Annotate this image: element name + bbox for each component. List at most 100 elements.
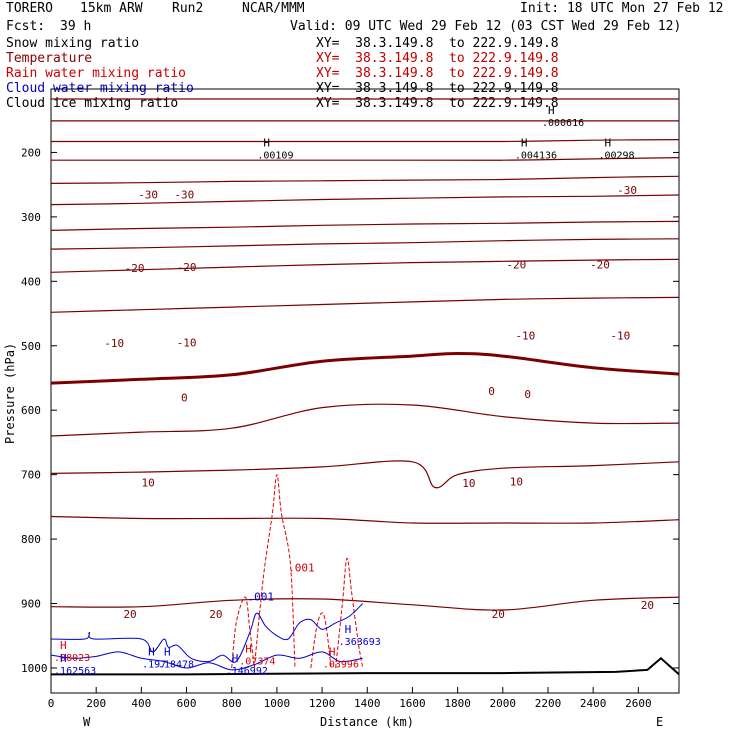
y-tick-label: 500 <box>21 340 41 353</box>
header-model: TORERO <box>6 1 53 16</box>
isotherm-label: -30 <box>617 184 637 197</box>
max-marker: H <box>345 623 352 636</box>
max-marker: H <box>329 646 336 659</box>
max-value: .03996 <box>323 660 359 671</box>
x-tick-label: 2400 <box>580 697 607 710</box>
isotherm-label: -10 <box>515 329 535 342</box>
isotherm-line <box>50 139 680 143</box>
max-value: .00109 <box>257 150 293 161</box>
max-value: .07374 <box>239 656 275 667</box>
header-run: Run2 <box>172 1 204 16</box>
max-value: .146992 <box>226 666 268 677</box>
terrain <box>51 656 680 676</box>
x-tick-label: 0 <box>48 697 55 710</box>
max-value: .162563 <box>54 666 96 677</box>
x-tick-label: 1000 <box>264 697 291 710</box>
max-marker: H <box>60 652 67 665</box>
isotherm-line <box>50 351 680 385</box>
header-org: NCAR/MMM <box>242 1 305 16</box>
rain-contour-label: .001 <box>288 561 315 574</box>
y-tick-label: 600 <box>21 404 41 417</box>
header-resolution: 15km ARW <box>80 1 143 16</box>
isotherm-label: -20 <box>590 259 610 272</box>
isotherm-line <box>50 596 680 611</box>
isotherm-line <box>50 296 680 313</box>
field-name: Rain water mixing ratio <box>6 66 187 81</box>
y-tick-label: 700 <box>21 469 41 482</box>
isotherm-line <box>50 403 680 437</box>
x-tick-label: 1800 <box>444 697 471 710</box>
y-tick-label: 300 <box>21 211 41 224</box>
x-tick-label: 2200 <box>535 697 562 710</box>
x-tick-label: 2000 <box>490 697 517 710</box>
y-tick-label: 400 <box>21 275 41 288</box>
header-fcst-value: 39 h <box>60 19 92 34</box>
plot-frame <box>50 88 680 694</box>
isotherm-label: -20 <box>506 259 526 272</box>
header-init: Init: 18 UTC Mon 27 Feb 12 <box>520 1 724 16</box>
max-value: .197 <box>142 660 166 671</box>
isotherm-line <box>50 194 680 206</box>
rain-contour <box>231 596 255 669</box>
isotherm-label: 20 <box>641 599 654 612</box>
rain-contour <box>310 612 332 669</box>
hydrometeor-contours <box>50 474 364 671</box>
header-valid: Valid: 09 UTC Wed 29 Feb 12 (03 CST Wed … <box>290 19 682 34</box>
isotherm-line <box>50 460 680 489</box>
y-tick-label: 800 <box>21 533 41 546</box>
cloud-water-contour <box>50 603 364 663</box>
isotherm-label: 10 <box>510 476 523 489</box>
max-marker: H <box>245 642 252 655</box>
isotherm-label: -10 <box>610 329 630 342</box>
max-value: .000616 <box>542 118 584 129</box>
max-value: .004136 <box>515 150 557 161</box>
isotherm-label: 20 <box>492 608 505 621</box>
isotherm-label: -10 <box>177 337 197 350</box>
isotherm-label: -30 <box>174 188 194 201</box>
cloud-water-contour <box>50 651 363 671</box>
isotherm-label: 10 <box>142 476 155 489</box>
field-xy: XY= 38.3.149.8 to 222.9.149.8 <box>316 36 559 51</box>
max-marker: H <box>164 646 171 659</box>
field-name: Cloud ice mixing ratio <box>6 96 179 111</box>
y-tick-label: 900 <box>21 598 41 611</box>
x-tick-label: 400 <box>131 697 151 710</box>
isotherm-label: 20 <box>123 608 136 621</box>
max-value: .08023 <box>54 653 90 664</box>
y-axis-label: Pressure (hPa) <box>3 343 17 444</box>
max-marker: H <box>263 136 270 149</box>
isotherm-line <box>50 220 680 231</box>
west-label: W <box>83 715 91 729</box>
x-tick-label: 200 <box>86 697 106 710</box>
x-tick-label: 1400 <box>354 697 381 710</box>
max-marker: H <box>232 652 239 665</box>
isotherm-line <box>50 258 680 273</box>
isotherm-line <box>50 238 680 250</box>
isotherm-line <box>51 157 680 161</box>
max-marker: H <box>148 646 155 659</box>
terrain-line <box>51 656 680 676</box>
y-tick-label: 1000 <box>21 662 48 675</box>
isotherm-label: 0 <box>524 388 531 401</box>
x-tick-label: 2600 <box>625 697 652 710</box>
y-tick-label: 200 <box>21 146 41 159</box>
temperature-isotherms <box>50 98 680 611</box>
field-xy: XY= 38.3.149.8 to 222.9.149.8 <box>316 96 559 111</box>
isotherm-line <box>50 175 680 184</box>
field-xy: XY= 38.3.149.8 to 222.9.149.8 <box>316 66 559 81</box>
max-marker: H <box>521 136 528 149</box>
east-label: E <box>656 715 663 729</box>
x-tick-label: 800 <box>222 697 242 710</box>
isotherm-label: 10 <box>462 477 475 490</box>
rain-contour <box>253 474 296 669</box>
field-name: Snow mixing ratio <box>6 36 140 51</box>
max-marker: H <box>604 136 611 149</box>
max-value: .363693 <box>339 637 381 648</box>
field-name: Temperature <box>6 51 93 66</box>
isotherm-label: 0 <box>181 391 188 404</box>
x-tick-label: 1200 <box>309 697 336 710</box>
x-axis-label: Distance (km) <box>320 715 414 729</box>
max-marker: H <box>60 639 67 652</box>
